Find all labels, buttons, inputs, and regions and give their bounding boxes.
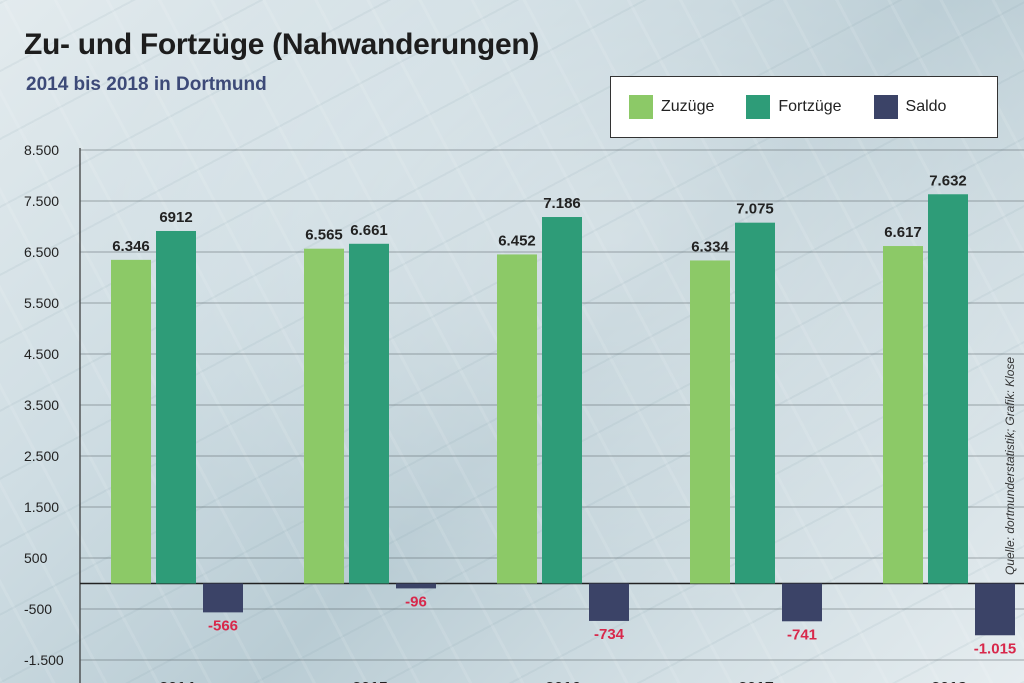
- data-label: 6912: [159, 209, 192, 226]
- bar-zuzge-2016: [497, 254, 537, 584]
- data-label: 6.565: [305, 227, 343, 244]
- bar-fortzge-2015: [349, 243, 389, 584]
- y-tick-label: 5.500: [24, 295, 59, 311]
- bar-fortzge-2014: [156, 230, 196, 584]
- bar-fortzge-2017: [735, 222, 775, 584]
- y-tick-label: 6.500: [24, 244, 59, 260]
- bar-zuzge-2017: [690, 260, 730, 584]
- bar-fortzge-2016: [542, 217, 582, 584]
- chart-title: Zu- und Fortzüge (Nahwanderungen): [24, 28, 540, 61]
- y-tick-label: 1.500: [24, 499, 59, 515]
- x-tick-label: 2018: [931, 680, 967, 683]
- data-label: 6.334: [691, 238, 729, 255]
- legend-item-fortzuege: Fortzüge: [746, 95, 842, 119]
- legend-label-fortzuege: Fortzüge: [778, 98, 842, 115]
- legend-swatch-zuzuege: [629, 95, 653, 119]
- data-label: 7.186: [543, 195, 581, 212]
- x-tick-label: 2017: [738, 680, 774, 683]
- bar-zuzge-2014: [111, 259, 151, 584]
- bar-zuzge-2015: [304, 248, 344, 584]
- y-tick-label: -1.500: [24, 652, 64, 668]
- data-label: 6.617: [884, 224, 922, 241]
- data-label: 7.075: [736, 201, 774, 218]
- data-label: -566: [208, 617, 238, 634]
- bar-saldo-2018: [975, 583, 1015, 636]
- bar-fortzge-2018: [928, 194, 968, 584]
- bar-zuzge-2018: [883, 246, 923, 584]
- y-tick-label: -500: [24, 601, 52, 617]
- x-tick-label: 2015: [352, 680, 388, 683]
- data-label: 6.661: [350, 222, 388, 239]
- legend-swatch-saldo: [873, 95, 898, 119]
- legend-swatch-fortzuege: [746, 95, 771, 119]
- legend-item-zuzuege: Zuzüge: [629, 95, 714, 119]
- y-tick-label: 500: [24, 550, 48, 566]
- y-tick-label: 8.500: [24, 142, 59, 158]
- legend-item-saldo: Saldo: [873, 95, 947, 119]
- data-label: 6.452: [498, 232, 536, 249]
- legend: Zuzüge Fortzüge Saldo: [610, 76, 998, 138]
- y-tick-label: 7.500: [24, 193, 59, 209]
- y-tick-label: 3.500: [24, 397, 59, 413]
- data-label: -1.015: [974, 640, 1017, 657]
- data-label: -741: [787, 626, 817, 643]
- data-label: 7.632: [929, 172, 967, 189]
- bar-saldo-2014: [203, 583, 243, 613]
- x-tick-label: 2016: [545, 680, 581, 683]
- bar-saldo-2015: [396, 583, 436, 589]
- data-label: -96: [405, 593, 427, 610]
- bar-saldo-2017: [782, 583, 822, 622]
- legend-label-zuzuege: Zuzüge: [661, 98, 715, 115]
- chart-subtitle: 2014 bis 2018 in Dortmund: [26, 74, 267, 95]
- y-tick-label: 2.500: [24, 448, 59, 464]
- data-label: 6.346: [112, 238, 150, 255]
- data-label: -734: [594, 626, 625, 643]
- x-tick-label: 2014: [159, 680, 195, 683]
- legend-label-saldo: Saldo: [905, 98, 947, 115]
- y-tick-label: 4.500: [24, 346, 59, 362]
- bar-saldo-2016: [589, 583, 629, 621]
